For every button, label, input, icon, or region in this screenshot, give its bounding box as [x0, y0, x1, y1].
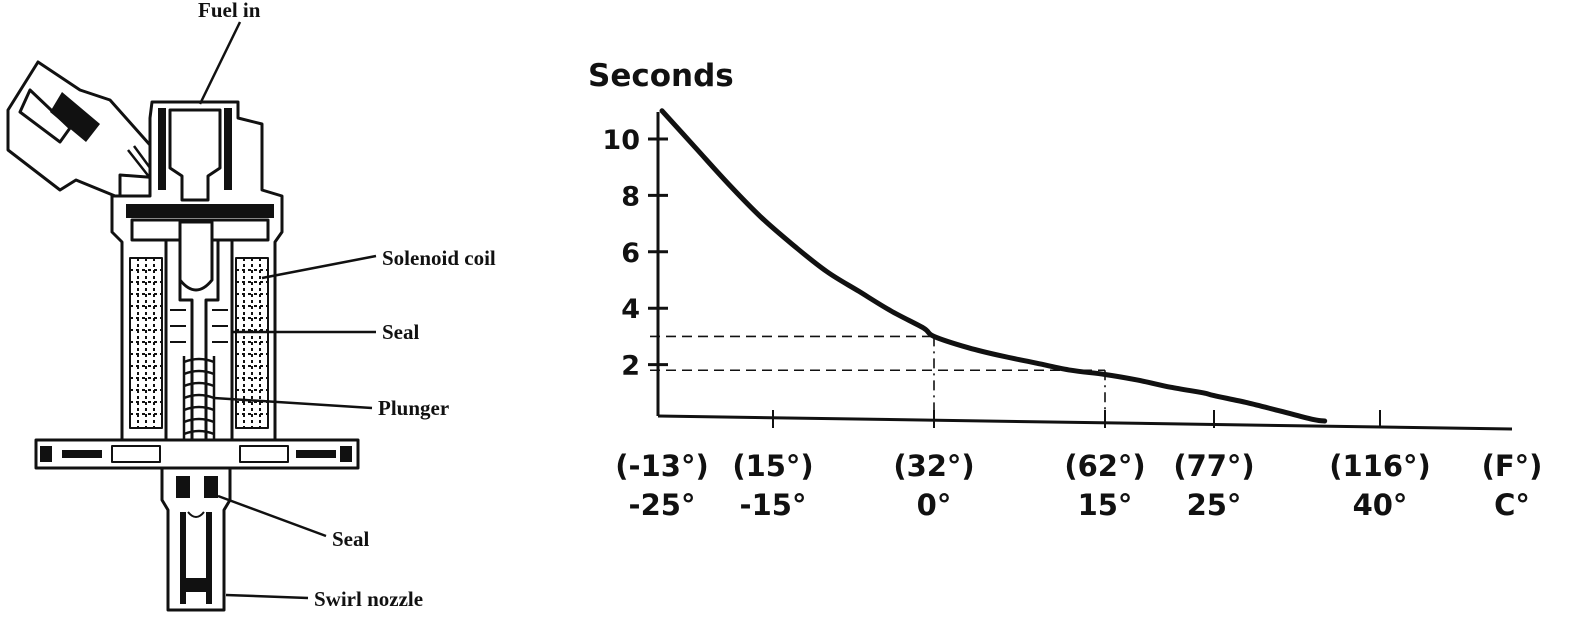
x-tick-label-celsius: -15° [740, 488, 807, 522]
x-tick-label-fahrenheit: (77°) [1173, 449, 1254, 483]
mounting-flange [34, 438, 360, 470]
leader-lines [198, 21, 377, 600]
x-tick-label-celsius: 15° [1078, 488, 1133, 522]
y-tick-label: 2 [621, 351, 640, 382]
x-tick-label-celsius: 0° [917, 488, 952, 522]
leader-swirl-nozzle [225, 593, 309, 600]
leader-plunger [213, 396, 373, 410]
x-tick-label-fahrenheit: (62°) [1064, 449, 1145, 483]
x-tick-label-fahrenheit: (-13°) [615, 449, 708, 483]
leader-solenoid-coil [261, 254, 377, 280]
fuel-injector-cross-section: Fuel in Solenoid coil Seal Plunger Seal … [6, 0, 496, 612]
label-seal-upper: Seal [382, 320, 420, 344]
label-fuel-in: Fuel in [198, 0, 261, 22]
y-tick-label: 6 [621, 238, 640, 269]
y-tick-label: 10 [602, 125, 640, 156]
x-tick-label-fahrenheit: (F°) [1482, 449, 1543, 483]
y-axis-ticks: 10 8 6 4 2 [602, 125, 668, 382]
leader-seal-lower [217, 494, 327, 538]
series-line [659, 108, 1328, 424]
y-tick-label: 8 [621, 181, 640, 212]
x-axis-line [657, 414, 1513, 431]
x-tick-label-celsius: C° [1494, 488, 1530, 522]
x-tick-label-celsius: 40° [1353, 488, 1408, 522]
label-seal-lower: Seal [332, 527, 370, 551]
time-vs-temperature-chart: Seconds 10 8 6 4 2 (-13°) -25° (15°) -15° (32°) 0… [588, 58, 1542, 522]
x-tick-label-celsius: 25° [1187, 488, 1242, 522]
x-tick-label-fahrenheit: (15°) [732, 449, 813, 483]
x-tick-label-celsius: -25° [629, 488, 696, 522]
x-axis-ticks: (-13°) -25° (15°) -15° (32°) 0° (62°) 15° (77°) 2… [615, 410, 1542, 522]
leader-fuel-in [198, 21, 242, 105]
x-tick-label-fahrenheit: (32°) [893, 449, 974, 483]
y-tick-label: 4 [621, 294, 640, 325]
reference-lines [650, 335, 1106, 428]
x-tick-label-fahrenheit: (116°) [1329, 449, 1431, 483]
nozzle-body [160, 466, 232, 612]
y-axis-title: Seconds [588, 58, 734, 94]
label-swirl-nozzle: Swirl nozzle [314, 587, 423, 611]
label-solenoid-coil: Solenoid coil [382, 246, 496, 270]
plunger-spring [182, 356, 216, 452]
label-plunger: Plunger [378, 396, 449, 420]
electrical-connector [6, 60, 162, 215]
